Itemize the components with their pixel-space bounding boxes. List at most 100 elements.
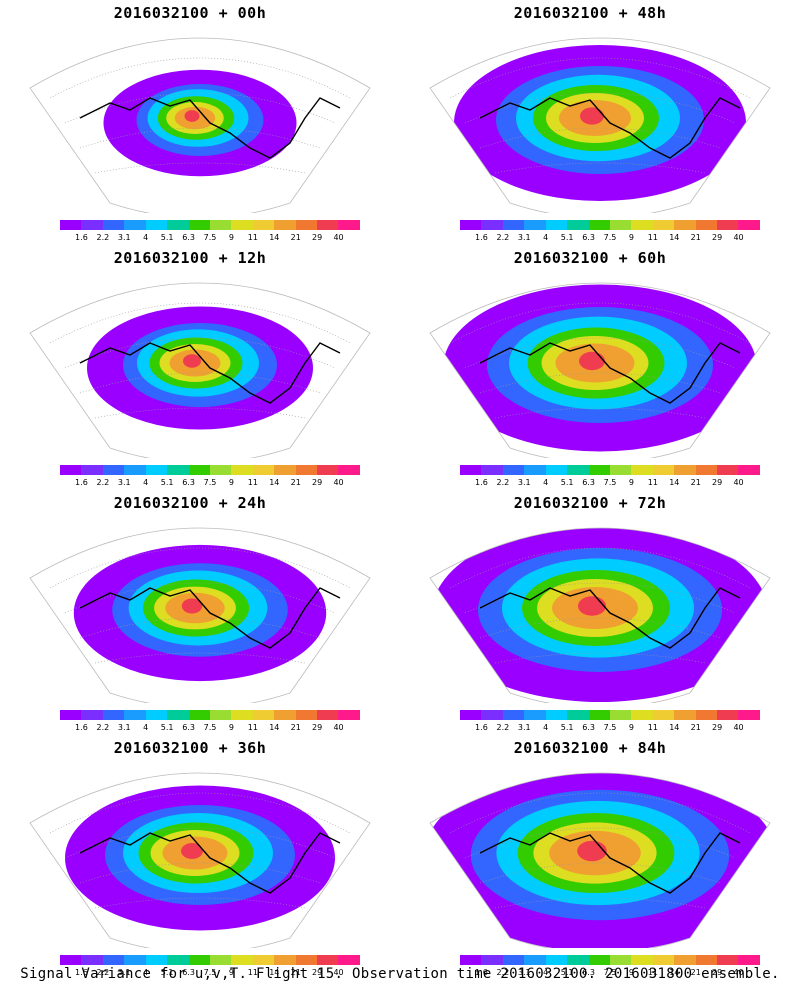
colorbar-tick-label: 14 <box>269 478 280 487</box>
colorbar-tick-label: 40 <box>733 478 744 487</box>
colorbar-tick-label: 14 <box>669 723 680 732</box>
colorbar-tick-label: 29 <box>312 478 323 487</box>
polar-map <box>429 282 771 458</box>
colorbar-tick-label: 11 <box>247 233 258 242</box>
colorbar-swatch <box>295 465 318 475</box>
colorbar-tick-label: 21 <box>690 233 701 242</box>
colorbar-tick-label: 3.1 <box>117 968 131 977</box>
colorbar-tick-label: 29 <box>712 478 723 487</box>
colorbar-swatch <box>317 465 339 475</box>
colorbar-tick-label: 5.1 <box>560 723 574 732</box>
polar-map <box>429 772 771 948</box>
colorbar-swatch <box>717 220 739 230</box>
colorbar-tick-label: 5.1 <box>560 968 574 977</box>
colorbar-tick-label: 2.2 <box>496 478 510 487</box>
colorbar <box>460 220 760 230</box>
colorbar-swatch <box>631 220 653 230</box>
colorbar-tick-label: 11 <box>647 968 658 977</box>
colorbar <box>460 955 760 965</box>
colorbar-swatch <box>695 955 718 965</box>
colorbar-swatch <box>167 955 189 965</box>
colorbar-tick-label: 3.1 <box>117 233 131 242</box>
map-panel: 2016032100 + 84h 1.6 2.2 3.1 4 5.1 6.3 7.5 9 11 14… <box>400 735 800 980</box>
colorbar-tick-label: 4 <box>143 723 149 732</box>
colorbar-swatch <box>81 955 103 965</box>
colorbar-tick-label: 6.3 <box>182 478 195 487</box>
colorbar <box>60 710 360 720</box>
panel-title: 2016032100 + 12h <box>113 249 267 267</box>
colorbar-tick-label: 4 <box>543 478 549 487</box>
colorbar-tick-label: 6.3 <box>582 233 595 242</box>
colorbar-swatch <box>209 710 232 720</box>
colorbar-swatch <box>631 465 653 475</box>
colorbar <box>60 220 360 230</box>
colorbar-tick-label: 29 <box>312 723 323 732</box>
colorbar-tick-label: 11 <box>647 233 658 242</box>
colorbar-swatch <box>317 955 339 965</box>
colorbar-tick-label: 5.1 <box>160 478 174 487</box>
colorbar-swatch <box>717 955 739 965</box>
colorbar-swatch <box>167 220 189 230</box>
colorbar-tick-label: 11 <box>647 478 658 487</box>
colorbar-swatch <box>60 220 82 230</box>
colorbar-tick-label: 4 <box>143 968 149 977</box>
colorbar-ticks: 1.6 2.2 3.1 4 5.1 6.3 7.5 9 11 14 21 29 40 <box>460 478 760 488</box>
colorbar-swatch <box>460 710 482 720</box>
colorbar-tick-label: 6.3 <box>582 478 595 487</box>
colorbar-swatch <box>60 710 82 720</box>
colorbar-tick-label: 29 <box>312 968 323 977</box>
colorbar-tick-label: 2.2 <box>496 723 510 732</box>
colorbar-swatch <box>674 710 696 720</box>
colorbar-swatch <box>524 710 546 720</box>
colorbar-ticks: 1.6 2.2 3.1 4 5.1 6.3 7.5 9 11 14 21 29 40 <box>460 968 760 978</box>
colorbar-swatch <box>502 955 525 965</box>
colorbar-tick-label: 29 <box>312 233 323 242</box>
colorbar-swatch <box>124 220 146 230</box>
colorbar-tick-label: 11 <box>247 478 258 487</box>
colorbar-swatch <box>102 465 125 475</box>
panel-title: 2016032100 + 60h <box>513 249 667 267</box>
colorbar-swatch <box>738 710 760 720</box>
colorbar-swatch <box>631 710 653 720</box>
polar-map <box>29 772 371 948</box>
colorbar-swatch <box>652 220 675 230</box>
colorbar-tick-label: 3.1 <box>117 478 131 487</box>
colorbar-swatch <box>60 955 82 965</box>
colorbar-tick-label: 9 <box>628 478 634 487</box>
colorbar-ticks: 1.6 2.2 3.1 4 5.1 6.3 7.5 9 11 14 21 29 40 <box>60 233 360 243</box>
colorbar-tick-label: 9 <box>228 478 234 487</box>
colorbar-swatch <box>588 220 610 230</box>
colorbar-swatch <box>567 955 589 965</box>
colorbar-swatch <box>209 220 232 230</box>
colorbar-swatch <box>81 710 103 720</box>
panel-title: 2016032100 + 72h <box>513 494 667 512</box>
colorbar <box>60 955 360 965</box>
colorbar-tick-label: 29 <box>712 968 723 977</box>
colorbar-swatch <box>274 955 296 965</box>
colorbar-tick-label: 11 <box>647 723 658 732</box>
panel-title: 2016032100 + 48h <box>513 4 667 22</box>
colorbar-tick-label: 1.6 <box>475 723 488 732</box>
colorbar-tick-label: 11 <box>247 723 258 732</box>
colorbar-tick-label: 3.1 <box>517 723 531 732</box>
colorbar-tick-label: 14 <box>669 478 680 487</box>
colorbar-swatch <box>252 710 275 720</box>
colorbar-tick-label: 4 <box>543 723 549 732</box>
colorbar-tick-label: 9 <box>628 723 634 732</box>
colorbar-tick-label: 5.1 <box>560 233 574 242</box>
colorbar-swatch <box>317 710 339 720</box>
panel-title: 2016032100 + 00h <box>113 4 267 22</box>
colorbar-tick-label: 5.1 <box>160 233 174 242</box>
colorbar-swatch <box>274 710 296 720</box>
colorbar-swatch <box>167 710 189 720</box>
colorbar-swatch <box>717 710 739 720</box>
colorbar-swatch <box>567 710 589 720</box>
colorbar-tick-label: 9 <box>628 233 634 242</box>
colorbar-tick-label: 14 <box>669 968 680 977</box>
colorbar-swatch <box>738 465 760 475</box>
colorbar-swatch <box>145 220 168 230</box>
colorbar-tick-label: 21 <box>690 968 701 977</box>
colorbar-swatch <box>231 220 253 230</box>
colorbar-swatch <box>295 710 318 720</box>
panel-title: 2016032100 + 24h <box>113 494 267 512</box>
